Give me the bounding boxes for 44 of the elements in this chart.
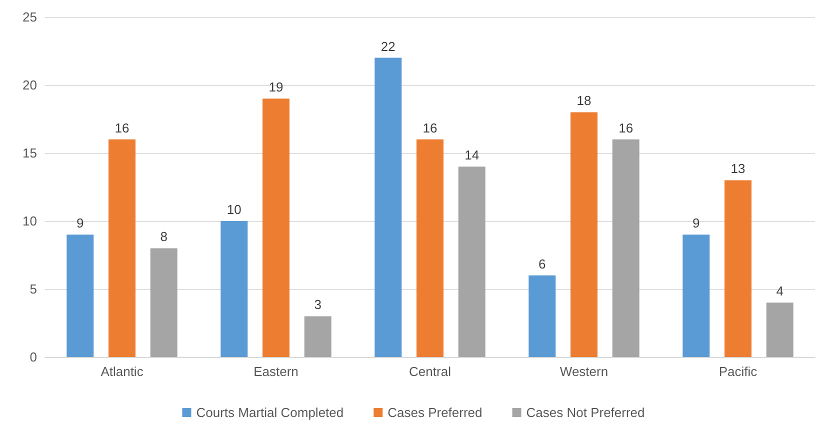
- bar: [304, 316, 332, 357]
- x-tick-label: Pacific: [718, 364, 758, 379]
- y-tick-label: 15: [22, 146, 37, 160]
- bar: [262, 98, 290, 357]
- bar: [150, 248, 178, 357]
- data-label: 10: [226, 202, 242, 217]
- x-tick-label: Central: [409, 364, 452, 379]
- data-label: 16: [422, 120, 438, 136]
- x-tick-label: Atlantic: [100, 364, 144, 379]
- data-label: 3: [314, 297, 322, 312]
- bar: [570, 112, 598, 357]
- data-label: 16: [618, 120, 634, 136]
- data-label: 9: [692, 216, 700, 231]
- y-tick-label: 20: [22, 78, 37, 92]
- data-label: 6: [538, 256, 546, 272]
- data-label: 22: [380, 38, 396, 54]
- bar: [108, 139, 136, 357]
- bar: [682, 234, 710, 357]
- bar: [416, 139, 444, 357]
- x-tick-label: Eastern: [254, 364, 298, 379]
- bar: [612, 139, 640, 357]
- y-tick-label: 5: [30, 282, 37, 296]
- legend-label: Cases Not Preferred: [526, 405, 645, 420]
- legend-label: Courts Martial Completed: [196, 405, 344, 420]
- data-label: 8: [160, 229, 168, 244]
- bar: [374, 58, 402, 357]
- bar: [528, 275, 556, 357]
- bar: [66, 234, 94, 357]
- data-label: 13: [730, 161, 746, 176]
- data-label: 9: [76, 216, 84, 231]
- data-label: 14: [464, 148, 480, 163]
- data-label: 19: [268, 80, 284, 95]
- bar: [766, 302, 794, 357]
- x-tick-label: Western: [560, 364, 608, 379]
- bar: [724, 180, 752, 357]
- data-label: 16: [114, 120, 130, 136]
- y-tick-label: 25: [22, 10, 37, 24]
- data-label: 18: [576, 93, 592, 108]
- data-label: 4: [776, 284, 784, 299]
- legend-label: Cases Preferred: [388, 405, 482, 420]
- bar: [458, 166, 486, 357]
- y-tick-label: 10: [22, 214, 37, 228]
- bar: [220, 221, 248, 357]
- y-tick-label: 0: [30, 350, 37, 364]
